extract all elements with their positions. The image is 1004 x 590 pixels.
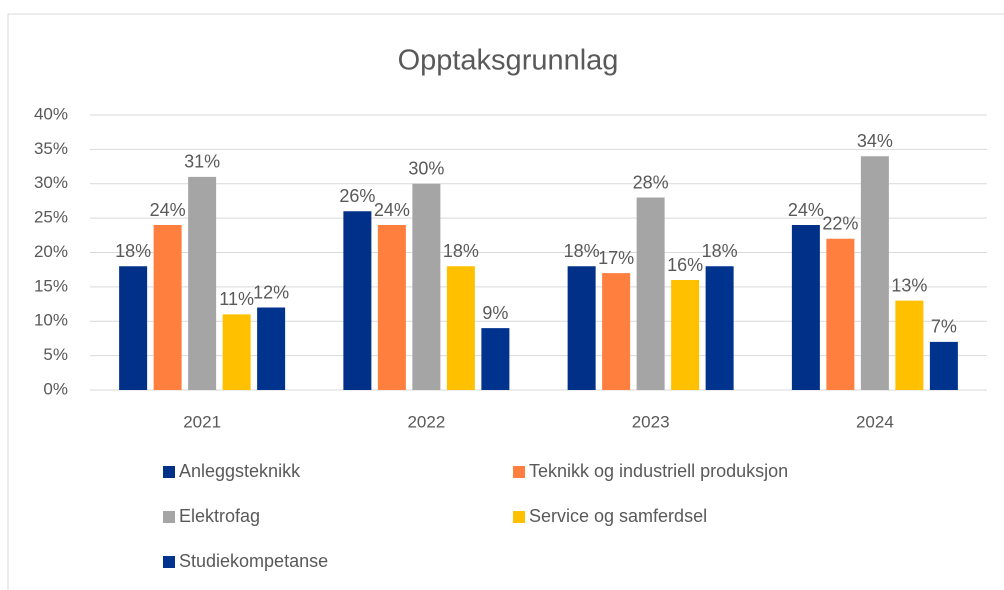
data-label: 24% xyxy=(374,200,410,220)
x-tick-label: 2023 xyxy=(632,412,670,431)
bar xyxy=(446,266,475,390)
data-label: 28% xyxy=(633,172,669,192)
y-tick-label: 10% xyxy=(34,311,68,330)
bar xyxy=(257,307,286,390)
bar xyxy=(481,328,510,390)
legend-label: Service og samferdsel xyxy=(529,506,707,526)
data-label: 31% xyxy=(184,152,220,172)
bar xyxy=(895,300,924,390)
bar xyxy=(705,266,734,390)
data-label: 18% xyxy=(443,241,479,261)
x-tick-label: 2022 xyxy=(407,412,445,431)
bar xyxy=(119,266,148,390)
bar xyxy=(567,266,596,390)
bar xyxy=(377,225,406,390)
y-tick-label: 0% xyxy=(43,379,68,398)
chart-title: Opptaksgrunnlag xyxy=(398,45,619,77)
data-label: 11% xyxy=(219,289,254,309)
bar xyxy=(826,238,855,390)
data-label: 22% xyxy=(822,214,858,234)
bar xyxy=(153,225,182,390)
y-tick-label: 30% xyxy=(34,173,68,192)
x-tick-label: 2021 xyxy=(183,412,221,431)
bar xyxy=(412,183,441,390)
y-tick-label: 15% xyxy=(34,276,68,295)
bar xyxy=(791,225,820,390)
y-tick-label: 20% xyxy=(34,242,68,261)
data-label: 18% xyxy=(564,241,600,261)
y-tick-label: 5% xyxy=(43,345,68,364)
legend-label: Teknikk og industriell produksjon xyxy=(529,461,788,481)
bar xyxy=(343,211,372,390)
bar xyxy=(860,156,889,390)
bar xyxy=(222,314,251,390)
legend-label: Elektrofag xyxy=(179,506,260,526)
data-label: 7% xyxy=(931,317,957,337)
x-tick-label: 2024 xyxy=(856,412,894,431)
y-tick-label: 35% xyxy=(34,139,68,158)
bar xyxy=(602,273,631,390)
y-tick-label: 40% xyxy=(34,104,68,123)
bar xyxy=(188,176,217,390)
data-label: 30% xyxy=(408,159,444,179)
legend-swatch xyxy=(163,556,175,568)
legend-label: Anleggsteknikk xyxy=(179,461,301,481)
bar xyxy=(671,280,700,390)
chart-border xyxy=(7,13,1004,590)
legend-swatch xyxy=(163,466,175,478)
data-label: 16% xyxy=(667,255,703,275)
data-label: 18% xyxy=(115,241,151,261)
legend-label: Studiekompetanse xyxy=(179,551,328,571)
legend-swatch xyxy=(513,466,525,478)
data-label: 24% xyxy=(150,200,186,220)
data-label: 9% xyxy=(482,303,508,323)
data-label: 24% xyxy=(788,200,824,220)
y-tick-label: 25% xyxy=(34,208,68,227)
bar xyxy=(929,341,958,390)
legend-swatch xyxy=(513,511,525,523)
data-label: 34% xyxy=(857,131,893,151)
data-label: 26% xyxy=(339,186,375,206)
data-label: 18% xyxy=(702,241,738,261)
data-label: 12% xyxy=(253,282,289,302)
data-label: 17% xyxy=(598,248,634,268)
bar xyxy=(636,197,665,390)
data-label: 13% xyxy=(891,275,927,295)
legend-swatch xyxy=(163,511,175,523)
